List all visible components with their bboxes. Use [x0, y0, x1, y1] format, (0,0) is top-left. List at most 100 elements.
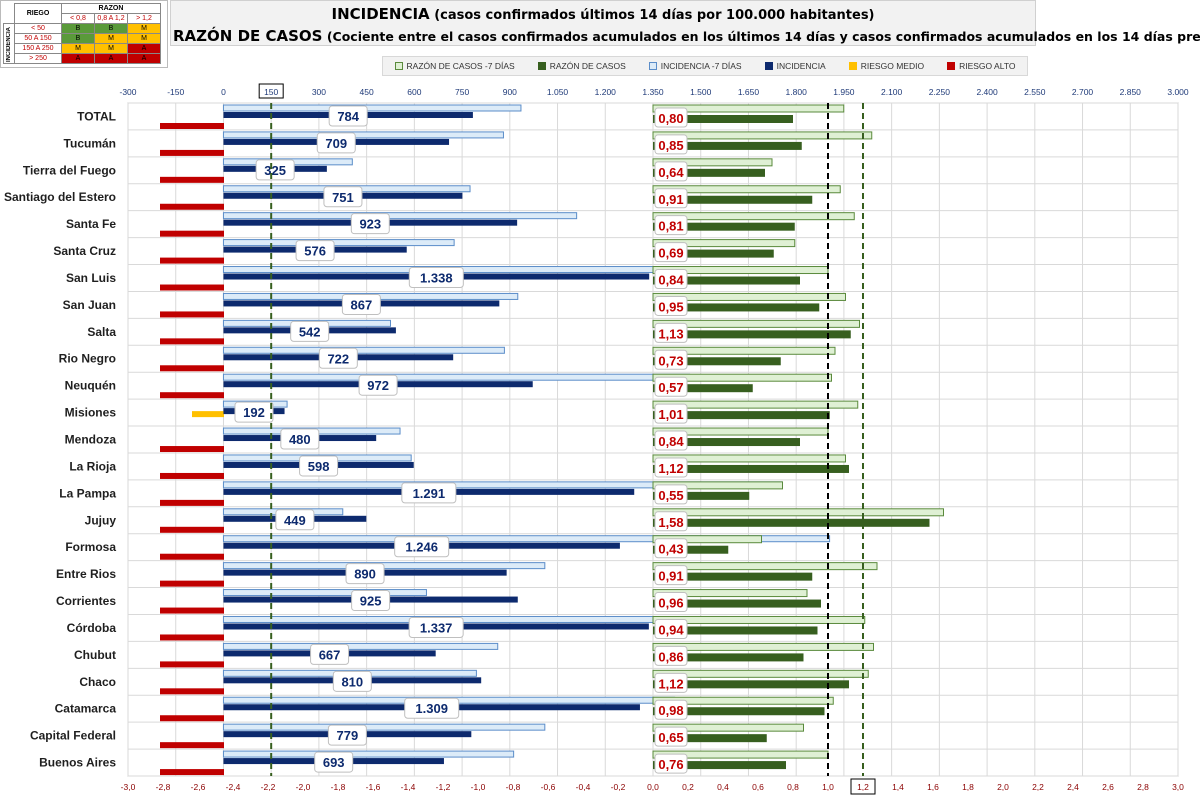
incidencia-data-label: 449 [284, 513, 306, 528]
category-label: Mendoza [65, 433, 117, 447]
category-label: Córdoba [67, 621, 117, 635]
razon-bar [653, 195, 813, 204]
razon-bar [653, 115, 793, 123]
incidencia-label-box [323, 186, 363, 208]
title-razon-desc: (Cociente entre el casos confirmados acu… [322, 29, 1200, 44]
incidencia-label-box [408, 616, 464, 638]
risk-bar [160, 715, 224, 722]
x-axis-bottom-tick: -1,0 [471, 782, 486, 792]
risk-bar [160, 553, 224, 560]
incidencia-label-box [234, 401, 274, 423]
x-axis-top-tick: 3.000 [1167, 87, 1189, 97]
incidencia-data-label: 1.246 [405, 540, 438, 555]
x-axis-bottom-tick: -2,4 [226, 782, 241, 792]
legend-label: RIESGO MEDIO [860, 61, 925, 71]
x-axis-bottom-tick: 0,4 [717, 782, 729, 792]
category-label: Chubut [74, 648, 116, 662]
razon-bar [653, 653, 804, 662]
incidencia-7d-bar [222, 212, 578, 220]
razon-label-box [654, 484, 688, 505]
x-axis-top-tick: 2.850 [1120, 87, 1142, 97]
razon-data-label: 0,91 [658, 192, 683, 207]
risk-bar [160, 203, 224, 210]
razon-7d-bar [652, 158, 773, 167]
razon-data-label: 0,84 [658, 273, 684, 288]
incidencia-data-label: 1.338 [420, 271, 453, 286]
incidencia-7d-bar [222, 373, 691, 381]
legend-item-razon: RAZÓN DE CASOS [537, 61, 626, 71]
razon-bar [653, 384, 753, 393]
x-axis-top-tick: 1.500 [690, 87, 712, 97]
risk-bar [160, 742, 224, 749]
legend-label: RAZÓN DE CASOS -7 DÍAS [406, 61, 515, 71]
x-axis-bottom-tick: -0,8 [506, 782, 521, 792]
razon-label-box [654, 376, 688, 397]
incidencia-data-label: 325 [264, 163, 286, 178]
x-axis-bottom-tick: 3,0 [1172, 782, 1184, 792]
incidencia-7d-bar [222, 239, 455, 247]
razon-bar [653, 680, 849, 689]
risk-bar [160, 661, 224, 668]
category-label: Jujuy [85, 513, 117, 527]
incidencia-7d-bar [222, 535, 831, 543]
incidencia-label-box [314, 751, 354, 773]
incidencia-label-box [275, 509, 315, 531]
category-label: Santiago del Estero [4, 190, 116, 204]
razon-7d-bar [652, 212, 855, 221]
razon-data-label: 1,12 [658, 461, 683, 476]
incidencia-7d-bar [222, 131, 504, 139]
category-label: Buenos Aires [39, 756, 116, 770]
risk-bar [160, 284, 224, 291]
razon-7d-bar [652, 239, 796, 248]
razon-label-box [654, 107, 688, 128]
razon-data-label: 0,57 [658, 380, 683, 395]
x-axis-bottom-tick: 2,8 [1137, 782, 1149, 792]
risk-bar [160, 769, 224, 776]
razon-7d-bar [652, 723, 804, 732]
incidencia-label-box [310, 643, 350, 665]
incidencia-data-label: 693 [323, 755, 345, 770]
razon-data-label: 1,12 [658, 676, 683, 691]
x-axis-top-tick: 450 [360, 87, 374, 97]
incidencia-label-box [358, 374, 398, 396]
x-axis-bottom-tick: 0,2 [682, 782, 694, 792]
legend-swatch [947, 62, 956, 70]
legend-swatch [537, 62, 546, 70]
incidencia-label-box [290, 320, 330, 342]
incidencia-label-box [394, 536, 450, 558]
incidencia-7d-bar [222, 104, 522, 112]
razon-bar [653, 330, 851, 339]
razon-7d-bar [652, 266, 829, 275]
razon-7d-bar [652, 615, 866, 624]
category-label: Misiones [65, 406, 117, 420]
x-axis-bottom-tick: -0,6 [541, 782, 556, 792]
razon-data-label: 0,95 [658, 299, 683, 314]
razon-7d-bar [652, 669, 869, 678]
razon-label-box [654, 565, 688, 586]
x-axis-top-tick: 1.800 [786, 87, 808, 97]
risk-bar [160, 526, 224, 533]
x-axis-top-tick: 900 [503, 87, 517, 97]
legend-swatch [648, 62, 657, 70]
razon-bar [653, 734, 767, 743]
x-axis-top-tick: 1.200 [595, 87, 617, 97]
x-axis-top-tick: 2.550 [1024, 87, 1046, 97]
incidencia-label-box [404, 697, 460, 719]
risk-bar [160, 580, 224, 587]
chart-subtitle: RAZÓN DE CASOS (Cociente entre el casos … [173, 27, 1200, 45]
razon-label-box [654, 511, 688, 532]
razon-bar [653, 411, 830, 420]
x-axis-bottom-tick: 1,6 [927, 782, 939, 792]
x-axis-top-tick: 1.950 [833, 87, 855, 97]
incidencia-7d-bar [222, 750, 515, 758]
incidencia-label-box [316, 132, 356, 154]
incidencia-label-box [318, 347, 358, 369]
incidencia-label-box [408, 267, 464, 289]
x-axis-top-tick: 600 [407, 87, 421, 97]
chart-legend: RAZÓN DE CASOS -7 DÍAS RAZÓN DE CASOS IN… [382, 56, 1028, 76]
razon-label-box [654, 295, 688, 316]
risk-bar [160, 446, 224, 453]
x-axis-top-tick: 2.400 [976, 87, 998, 97]
incidencia-label-box [351, 590, 391, 612]
razon-7d-bar [652, 454, 846, 463]
